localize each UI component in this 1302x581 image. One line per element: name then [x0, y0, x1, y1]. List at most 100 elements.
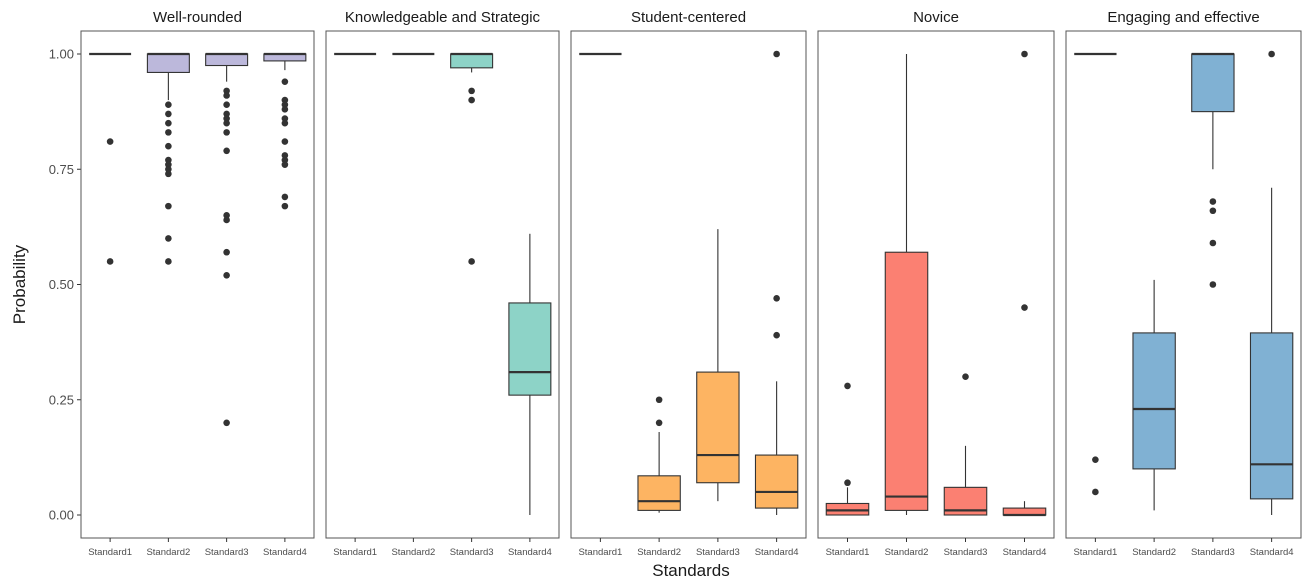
boxplot	[263, 52, 307, 210]
box	[1191, 53, 1235, 113]
outlier-point	[844, 382, 851, 390]
facet-title: Novice	[913, 9, 959, 26]
outlier-point	[281, 78, 289, 85]
outlier-point	[1209, 207, 1217, 215]
outlier-point	[223, 119, 230, 127]
y-axis: 0.00 0.25 0.50 0.75 1.00	[49, 47, 81, 523]
x-tick-label: Standard3	[450, 547, 494, 558]
x-tick-label: Standard2	[885, 547, 929, 558]
outlier-point	[281, 106, 289, 113]
y-tick-label: 0.75	[49, 162, 74, 177]
outlier-point	[165, 170, 172, 178]
outlier-point	[655, 396, 663, 404]
outlier-point	[773, 295, 780, 302]
box	[205, 53, 249, 67]
facet-panel: Student-centered Standard1 Standard2 Standa…	[570, 9, 807, 558]
facet-title: Knowledgeable and Strategic	[345, 9, 541, 26]
outlier-point	[223, 419, 230, 427]
outlier-point	[773, 331, 780, 339]
box	[508, 302, 552, 396]
outlier-point	[281, 138, 289, 145]
outlier-point	[165, 101, 172, 109]
box	[696, 371, 740, 484]
boxplot	[943, 373, 988, 516]
outlier-point	[223, 248, 230, 256]
outlier-point	[223, 129, 230, 136]
outlier-point	[468, 87, 475, 95]
outlier-point	[773, 50, 780, 58]
outlier-point	[281, 193, 289, 201]
box	[146, 53, 190, 73]
box	[754, 454, 799, 509]
outlier-point	[281, 96, 289, 104]
outlier-point	[165, 161, 172, 168]
boxplot	[89, 52, 132, 265]
outlier-point	[281, 119, 289, 127]
panel-border	[817, 30, 1055, 539]
outlier-point	[281, 101, 289, 109]
boxplot	[884, 54, 929, 515]
boxplot	[205, 52, 249, 427]
y-tick-label: 0.25	[49, 392, 74, 407]
outlier-point	[1021, 304, 1028, 311]
x-tick-label: Standard3	[1191, 547, 1235, 558]
outlier-point	[165, 142, 172, 150]
facet-title: Engaging and effective	[1107, 9, 1259, 26]
outlier-point	[281, 152, 289, 159]
outlier-point	[1021, 50, 1028, 58]
panel-border	[80, 30, 315, 539]
facet-title: Well-rounded	[153, 9, 242, 26]
outlier-point	[165, 235, 172, 242]
box	[637, 475, 681, 511]
outlier-point	[165, 202, 172, 210]
boxplot	[1002, 50, 1047, 517]
x-tick-label: Standard4	[1250, 547, 1294, 558]
x-tick-label: Standard4	[1003, 547, 1047, 558]
outlier-point	[281, 161, 289, 168]
facet-panel: Well-rounded Standard1 Standard2 Standard3 S…	[80, 9, 315, 558]
facet-panel: Novice Standard1 Standard2 Standard3 Standar…	[817, 9, 1055, 558]
outlier-point	[223, 110, 230, 118]
x-tick-label: Standard3	[944, 547, 988, 558]
outlier-point	[655, 419, 663, 427]
outlier-point	[468, 258, 475, 265]
boxplot	[450, 52, 494, 265]
panel-border	[1065, 30, 1302, 539]
x-tick-label: Standard1	[1073, 547, 1117, 558]
y-tick-label: 0.50	[49, 277, 74, 292]
boxplot	[696, 229, 740, 502]
y-tick-label: 1.00	[49, 47, 74, 62]
outlier-point	[281, 202, 289, 210]
boxplot	[825, 382, 870, 516]
outlier-point	[223, 212, 230, 219]
x-tick-label: Standard1	[88, 547, 132, 558]
outlier-point	[1092, 456, 1099, 463]
boxplot	[1132, 279, 1176, 511]
boxplot	[1249, 50, 1294, 515]
x-tick-label: Standard3	[205, 547, 249, 558]
panels: Well-rounded Standard1 Standard2 Standard3 S…	[80, 9, 1302, 558]
outlier-point	[281, 156, 289, 164]
outlier-point	[165, 119, 172, 127]
x-tick-label: Standard2	[1132, 547, 1176, 558]
boxplot	[754, 50, 799, 515]
outlier-point	[165, 165, 172, 173]
x-tick-label: Standard1	[333, 547, 377, 558]
outlier-point	[165, 258, 172, 265]
outlier-point	[1268, 50, 1275, 58]
x-tick-label: Standard2	[391, 547, 435, 558]
outlier-point	[468, 96, 475, 104]
boxplot	[637, 396, 681, 513]
box	[1132, 332, 1176, 470]
outlier-point	[223, 87, 230, 95]
outlier-point	[165, 110, 172, 118]
outlier-point	[223, 92, 230, 99]
outlier-point	[223, 147, 230, 155]
outlier-point	[165, 129, 172, 136]
outlier-point	[223, 115, 230, 122]
panel-border	[570, 30, 807, 539]
outlier-point	[1092, 488, 1099, 496]
x-axis-title: Standards	[652, 561, 730, 580]
facet-panel: Knowledgeable and Strategic Standard1 Stan…	[325, 9, 560, 558]
